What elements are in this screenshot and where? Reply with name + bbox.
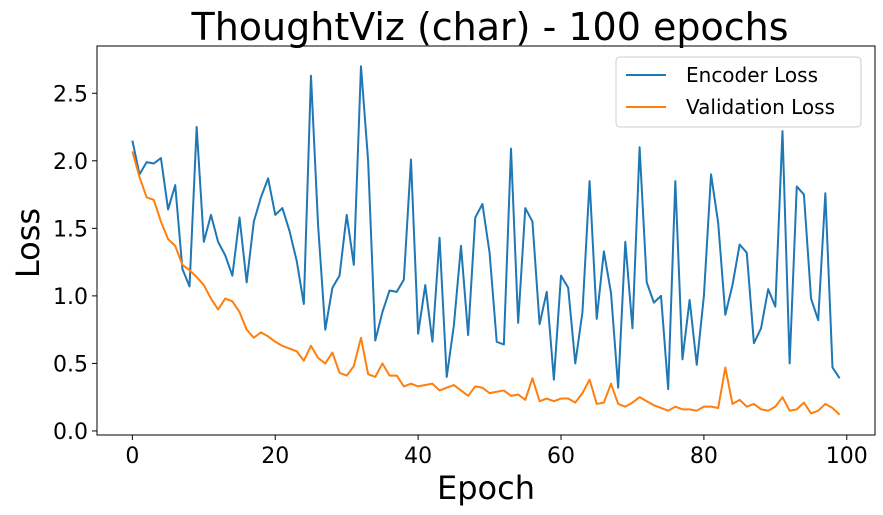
series-line-encoder-loss xyxy=(131,65,841,391)
x-axis-label: Epoch xyxy=(437,469,535,507)
y-tick-label: 1.0 xyxy=(53,285,88,310)
y-axis-label: Loss xyxy=(9,208,47,278)
y-tick-label: 0.0 xyxy=(53,420,88,445)
y-tick-label: 2.5 xyxy=(53,82,88,107)
x-tick-label: 60 xyxy=(547,444,575,469)
chart-title: ThoughtViz (char) - 100 epochs xyxy=(190,5,788,49)
plot-frame xyxy=(96,45,876,436)
y-tick-label: 1.5 xyxy=(53,217,88,242)
legend-label: Encoder Loss xyxy=(686,63,818,87)
legend-box xyxy=(615,56,862,128)
series-line-validation-loss xyxy=(131,151,841,416)
legend-label: Validation Loss xyxy=(686,95,835,119)
y-tick-label: 0.5 xyxy=(53,352,88,377)
x-tick-label: 80 xyxy=(690,444,718,469)
x-tick-label: 40 xyxy=(404,444,432,469)
x-tick-label: 20 xyxy=(261,444,289,469)
x-tick-label: 100 xyxy=(826,444,868,469)
plot-area: 0 20 40 60 80 100 0.0 0.5 1.0 1.5 2.0 2.5 Encoder Lo… xyxy=(53,45,876,469)
x-tick-label: 0 xyxy=(125,444,139,469)
y-tick-label: 2.0 xyxy=(53,150,88,175)
